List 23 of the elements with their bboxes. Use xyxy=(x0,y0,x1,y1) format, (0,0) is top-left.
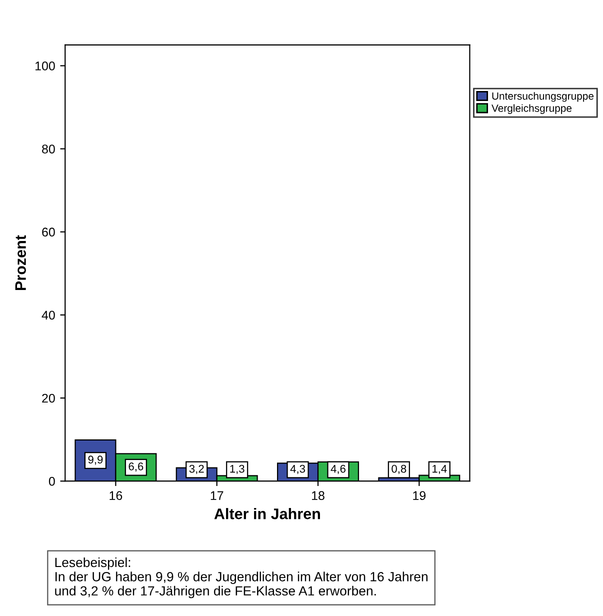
data-label: 0,8 xyxy=(392,464,406,474)
data-label: 9,9 xyxy=(88,456,103,465)
y-tick-label: 100 xyxy=(36,62,55,70)
data-label: 1,3 xyxy=(230,464,244,474)
x-axis-title: Alter in Jahren xyxy=(214,508,320,520)
text: Lesebeispiel: In der UG haben 9,9 % der Jugendlichen im Alter von 16 Jahren und 3,2 % der 17-Jährigen die FE-Klasse A1 erworben. xyxy=(55,557,428,598)
x-tick-label: 19 xyxy=(413,491,426,500)
data-label: 1,4 xyxy=(432,464,447,474)
y-tick-label: 40 xyxy=(42,310,55,320)
legend-label: Vergleichsgruppe xyxy=(492,104,572,114)
y-tick-label: 0 xyxy=(48,476,55,486)
x-tick-label: 16 xyxy=(110,491,122,500)
y-tick-label: 80 xyxy=(42,144,55,154)
y-tick-label: 60 xyxy=(42,228,55,237)
legend-label: Untersuchungsgruppe xyxy=(492,92,594,102)
y-axis-title: Prozent xyxy=(15,235,26,290)
data-label: 4,6 xyxy=(330,464,346,474)
x-tick-label: 17 xyxy=(210,491,224,500)
data-label: 3,2 xyxy=(189,464,204,474)
y-tick-label: 20 xyxy=(42,394,55,403)
data-label: 6,6 xyxy=(128,462,144,472)
data-label: 4,3 xyxy=(290,464,306,474)
x-tick-label: 18 xyxy=(312,491,324,500)
